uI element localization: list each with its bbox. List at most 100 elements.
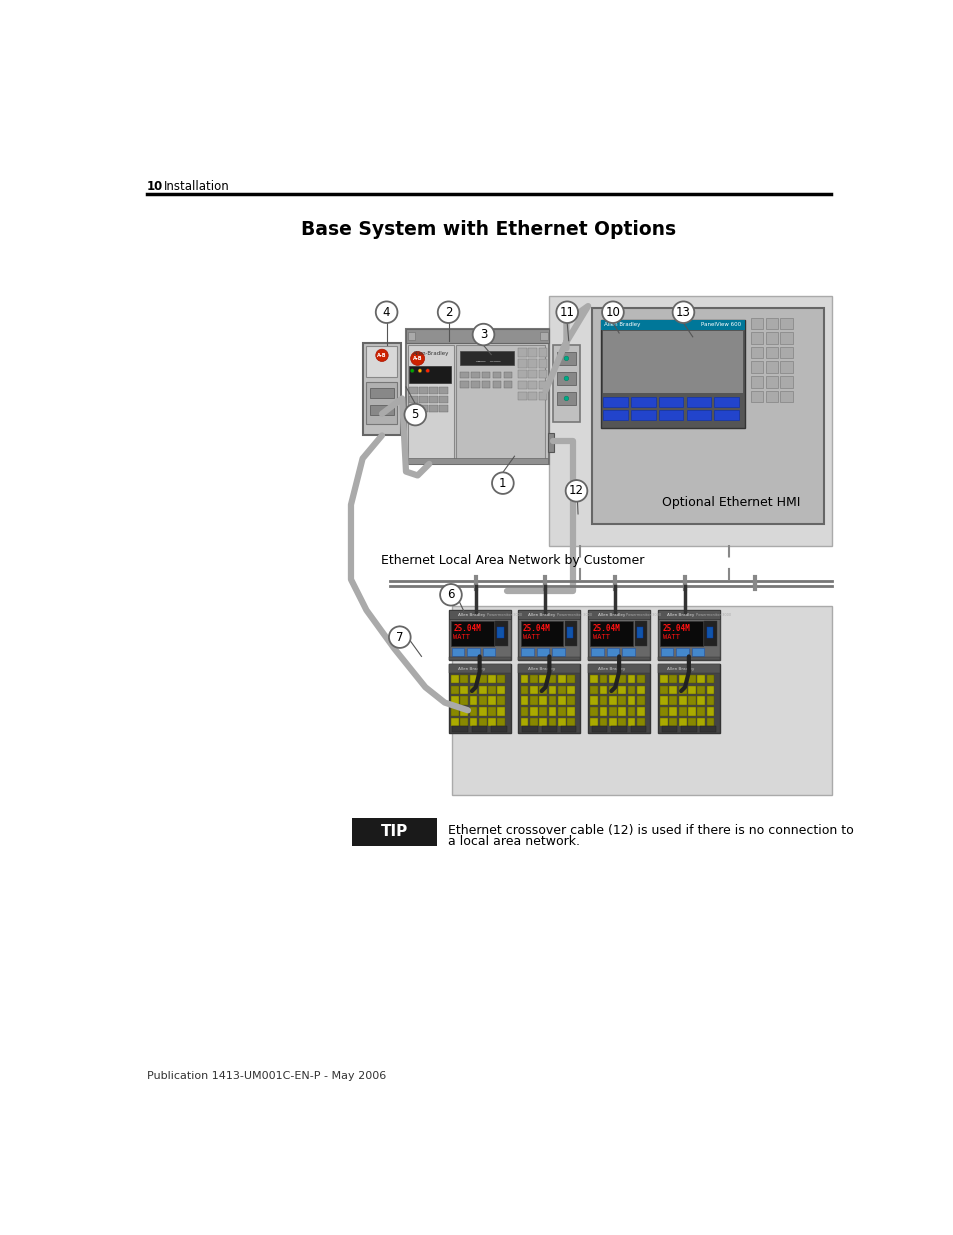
Text: 25.04M: 25.04M <box>453 624 480 634</box>
Bar <box>706 674 714 683</box>
Bar <box>630 396 655 406</box>
Circle shape <box>375 350 388 362</box>
Bar <box>517 664 579 673</box>
Bar <box>687 674 695 683</box>
Bar <box>567 627 573 638</box>
Bar <box>467 648 479 656</box>
Bar <box>669 718 677 726</box>
Bar <box>558 674 565 683</box>
Text: PanelView 600: PanelView 600 <box>700 322 740 327</box>
Text: WATT: WATT <box>592 634 609 640</box>
Bar <box>352 818 436 846</box>
Text: 12: 12 <box>568 484 583 498</box>
Bar <box>590 685 598 694</box>
Bar <box>409 396 417 403</box>
Circle shape <box>375 301 397 324</box>
Text: 25.04M: 25.04M <box>592 624 619 634</box>
Bar <box>560 726 576 732</box>
Bar <box>659 621 702 646</box>
Circle shape <box>563 377 568 380</box>
Bar <box>658 664 720 673</box>
Bar <box>530 697 537 705</box>
Bar <box>706 627 712 638</box>
Bar <box>637 685 644 694</box>
Text: WATT: WATT <box>661 634 679 640</box>
Bar <box>659 718 667 726</box>
Bar <box>497 708 505 716</box>
Bar <box>765 332 778 343</box>
Bar <box>530 685 537 694</box>
Bar <box>680 726 696 732</box>
Bar <box>406 330 549 343</box>
Bar <box>481 372 490 378</box>
Bar <box>459 718 468 726</box>
Bar <box>714 410 739 420</box>
Bar <box>451 674 458 683</box>
Bar <box>478 708 486 716</box>
Bar <box>618 697 625 705</box>
Bar <box>451 697 458 705</box>
Text: Allen Bradley: Allen Bradley <box>598 667 624 671</box>
Bar <box>660 648 673 656</box>
Bar <box>697 674 704 683</box>
Bar <box>750 362 762 373</box>
Bar <box>714 396 739 406</box>
Circle shape <box>563 356 568 361</box>
Bar <box>608 708 617 716</box>
Bar <box>493 380 500 388</box>
Bar <box>608 674 617 683</box>
Bar <box>409 387 417 394</box>
Text: WATT: WATT <box>522 634 539 640</box>
Bar <box>557 393 576 405</box>
Bar <box>590 621 633 646</box>
Text: Allen Bradley: Allen Bradley <box>527 613 555 616</box>
Bar <box>439 405 447 412</box>
Bar <box>564 621 577 646</box>
Bar <box>618 718 625 726</box>
Bar <box>618 708 625 716</box>
Bar <box>627 685 635 694</box>
Bar <box>750 332 762 343</box>
Bar <box>661 726 677 732</box>
Bar <box>469 685 476 694</box>
Bar <box>528 391 537 400</box>
Bar <box>599 674 607 683</box>
Bar <box>429 387 437 394</box>
Text: 6: 6 <box>447 588 455 601</box>
Bar <box>567 697 575 705</box>
Bar <box>611 726 626 732</box>
Bar <box>409 405 417 412</box>
Bar <box>590 718 598 726</box>
Bar <box>697 685 704 694</box>
Bar <box>687 685 695 694</box>
Bar <box>528 380 537 389</box>
Circle shape <box>492 472 513 494</box>
Bar <box>599 685 607 694</box>
Bar <box>669 708 677 716</box>
Bar <box>493 372 500 378</box>
Text: Publication 1413-UM001C-EN-P - May 2006: Publication 1413-UM001C-EN-P - May 2006 <box>147 1071 386 1081</box>
Bar <box>608 718 617 726</box>
Bar <box>600 320 744 330</box>
Text: A-B: A-B <box>376 353 386 358</box>
Bar <box>557 352 576 364</box>
Bar <box>706 685 714 694</box>
Bar <box>406 330 549 464</box>
Text: TIP: TIP <box>380 825 408 840</box>
Bar <box>517 359 526 368</box>
Bar <box>637 697 644 705</box>
Bar <box>448 664 510 734</box>
Bar <box>658 396 682 406</box>
Bar <box>679 674 686 683</box>
Bar <box>634 621 646 646</box>
Text: Powermonitor 3000: Powermonitor 3000 <box>696 613 730 616</box>
Bar <box>517 610 579 661</box>
Bar <box>679 697 686 705</box>
Bar <box>548 718 556 726</box>
Bar <box>530 674 537 683</box>
Text: 10: 10 <box>605 306 619 319</box>
Bar <box>517 348 526 357</box>
Bar <box>557 372 576 384</box>
Bar <box>528 348 537 357</box>
Bar <box>537 648 549 656</box>
